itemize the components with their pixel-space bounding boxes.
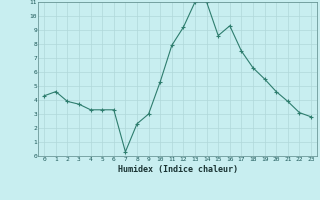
X-axis label: Humidex (Indice chaleur): Humidex (Indice chaleur)	[118, 165, 238, 174]
